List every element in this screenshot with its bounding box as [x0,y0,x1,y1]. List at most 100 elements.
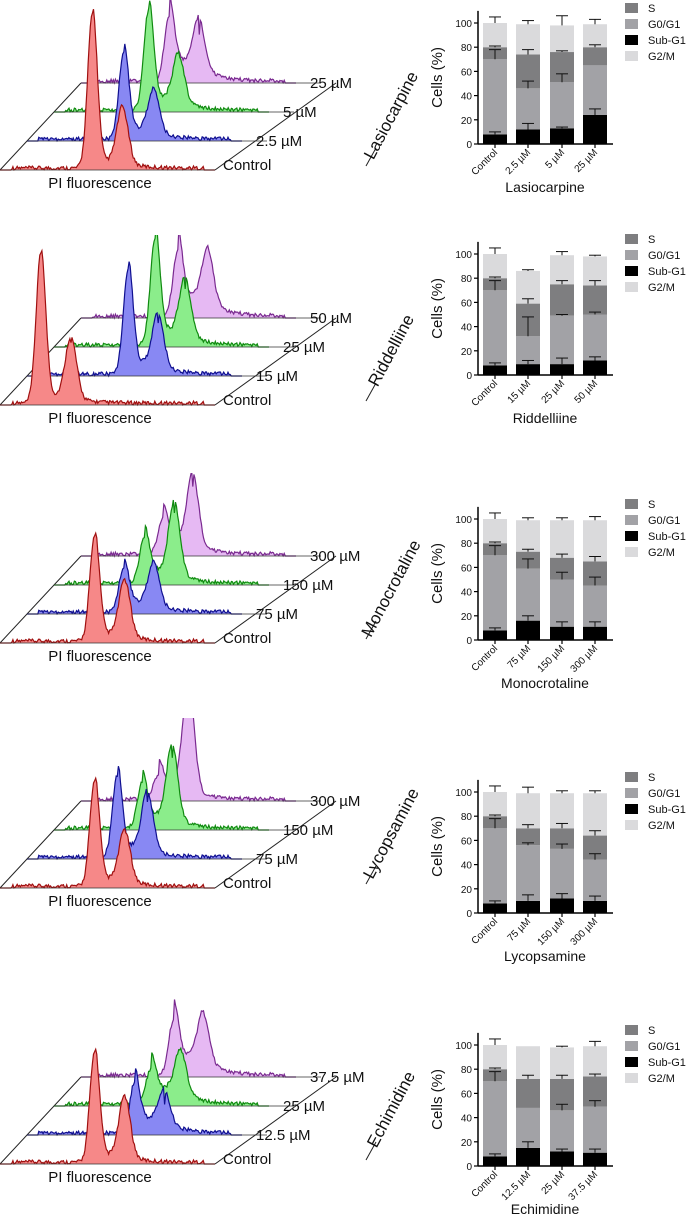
legend-swatch [625,772,638,782]
y-tick-label: 0 [466,371,472,382]
x-tick-label: 300 µM [569,916,601,948]
bar-segment-g0-g1 [550,315,574,365]
x-axis-label: PI fluorescence [48,648,151,665]
bar-segment-sub-g1 [550,128,574,144]
legend-label: G0/G1 [648,19,680,31]
x-tick-label: 150 µM [536,643,568,675]
x-axis-label: PI fluorescence [48,893,151,910]
bar-segment-sub-g1 [516,129,540,144]
bar-segment-g0-g1 [483,59,507,135]
trace-line-1 [27,766,242,861]
trace-fill-2 [54,744,269,830]
axis-depth-line-right [214,800,337,889]
bar-segment-sub-g1 [550,626,574,640]
y-tick-label: 40 [461,323,473,334]
condition-label: 25 µM [283,339,325,356]
condition-label: 50 µM [310,310,352,327]
legend-label: G2/M [648,547,675,559]
axis-depth-line-right [214,317,337,406]
legend-label: G0/G1 [648,1041,680,1053]
y-axis-label: Cells (%) [429,816,446,877]
bar-segment-g0-g1 [550,82,574,129]
condition-label: 5 µM [283,104,317,121]
legend-swatch [625,820,638,830]
stacked-bar-chart: 0 20 40 60 80 100 Cells (%) Control 75 µM 150 µM 3… [429,499,686,691]
legend-swatch [625,515,638,525]
bar-segment-g2-m [483,254,507,279]
x-tick-label: Control [470,916,501,947]
bar-segment-sub-g1 [483,365,507,375]
bar-segment-g0-g1 [550,848,574,899]
trace-line-0 [0,9,215,171]
legend-label: G0/G1 [648,515,680,527]
bar-segment-sub-g1 [550,364,574,375]
trace-fill-3 [81,718,296,801]
bar-segment-g0-g1 [583,314,607,361]
x-axis-label: PI fluorescence [48,175,151,192]
compound-label: Echimidine [363,1068,419,1150]
condition-label: 15 µM [256,368,298,385]
trace-fill-1 [27,558,242,614]
stacked-bar-chart: 0 20 40 60 80 100 Cells (%) Control 2.5 µM 5 µM 25… [429,3,686,195]
legend-swatch [625,499,638,509]
trace-fill-1 [27,43,242,141]
y-tick-label: 80 [461,812,473,823]
axis-depth-line [0,82,82,171]
bar-segment-g2-m [550,793,574,829]
y-tick-label: 80 [461,274,473,285]
bar-segment-sub-g1 [583,360,607,375]
y-tick-label: 80 [461,1065,473,1076]
bar-segment-sub-g1 [516,364,540,375]
legend-label: G0/G1 [648,250,680,262]
trace-line-0 [0,531,215,644]
histogram-waterfall: 50 µM 25 µM 15 µM Control PI fluorescence Rid… [0,235,418,427]
y-tick-label: 60 [461,67,473,78]
condition-label: 75 µM [256,606,298,623]
y-tick-label: 20 [461,116,473,127]
trace-fill-3 [81,473,296,556]
x-tick-label: 37.5 µM [567,1169,600,1202]
legend-label: Sub-G1 [648,35,686,47]
x-tick-label: Control [470,1169,501,1200]
compound-divider [365,1141,377,1161]
condition-label: Control [223,157,271,174]
bar-segment-sub-g1 [516,1147,540,1166]
bar-segment-g0-g1 [516,568,540,621]
condition-label: 300 µM [310,793,360,810]
axis-depth-line-right [214,555,337,644]
y-tick-label: 40 [461,588,473,599]
x-tick-label: 25 µM [540,1169,568,1197]
bar-segment-g2-m [550,1047,574,1079]
bar-segment-g0-g1 [516,1107,540,1148]
y-tick-label: 100 [455,788,472,799]
axis-depth-line [0,1076,82,1165]
bar-segment-g0-g1 [483,555,507,631]
y-tick-label: 100 [455,250,472,261]
bar-segment-g2-m [483,519,507,544]
trace-fill-1 [27,261,242,376]
x-tick-label: Control [470,643,501,674]
legend-swatch [625,804,638,814]
compound-label: Riddelliine [364,311,418,389]
legend-swatch [625,51,638,61]
legend-swatch [625,282,638,292]
bar-segment-sub-g1 [516,620,540,640]
legend-label: S [648,1025,655,1037]
bar-segment-g2-m [516,793,540,829]
x-tick-label: 50 µM [573,378,601,406]
y-tick-label: 0 [466,1162,472,1173]
condition-label: 75 µM [256,851,298,868]
bar-segment-s [550,284,574,316]
axis-depth-line-right [214,1076,337,1165]
histogram-waterfall: 25 µM 5 µM 2.5 µM Control PI fluorescence Las… [0,0,420,192]
bar-segment-g0-g1 [550,1110,574,1152]
condition-label: 300 µM [310,548,360,565]
legend-swatch [625,531,638,541]
bar-segment-g0-g1 [483,828,507,904]
bar-segment-sub-g1 [583,114,607,144]
x-axis-label: PI fluorescence [48,410,151,427]
condition-label: 150 µM [283,577,333,594]
bar-segment-g2-m [516,520,540,552]
y-tick-label: 40 [461,861,473,872]
axis-depth-line [0,800,82,889]
